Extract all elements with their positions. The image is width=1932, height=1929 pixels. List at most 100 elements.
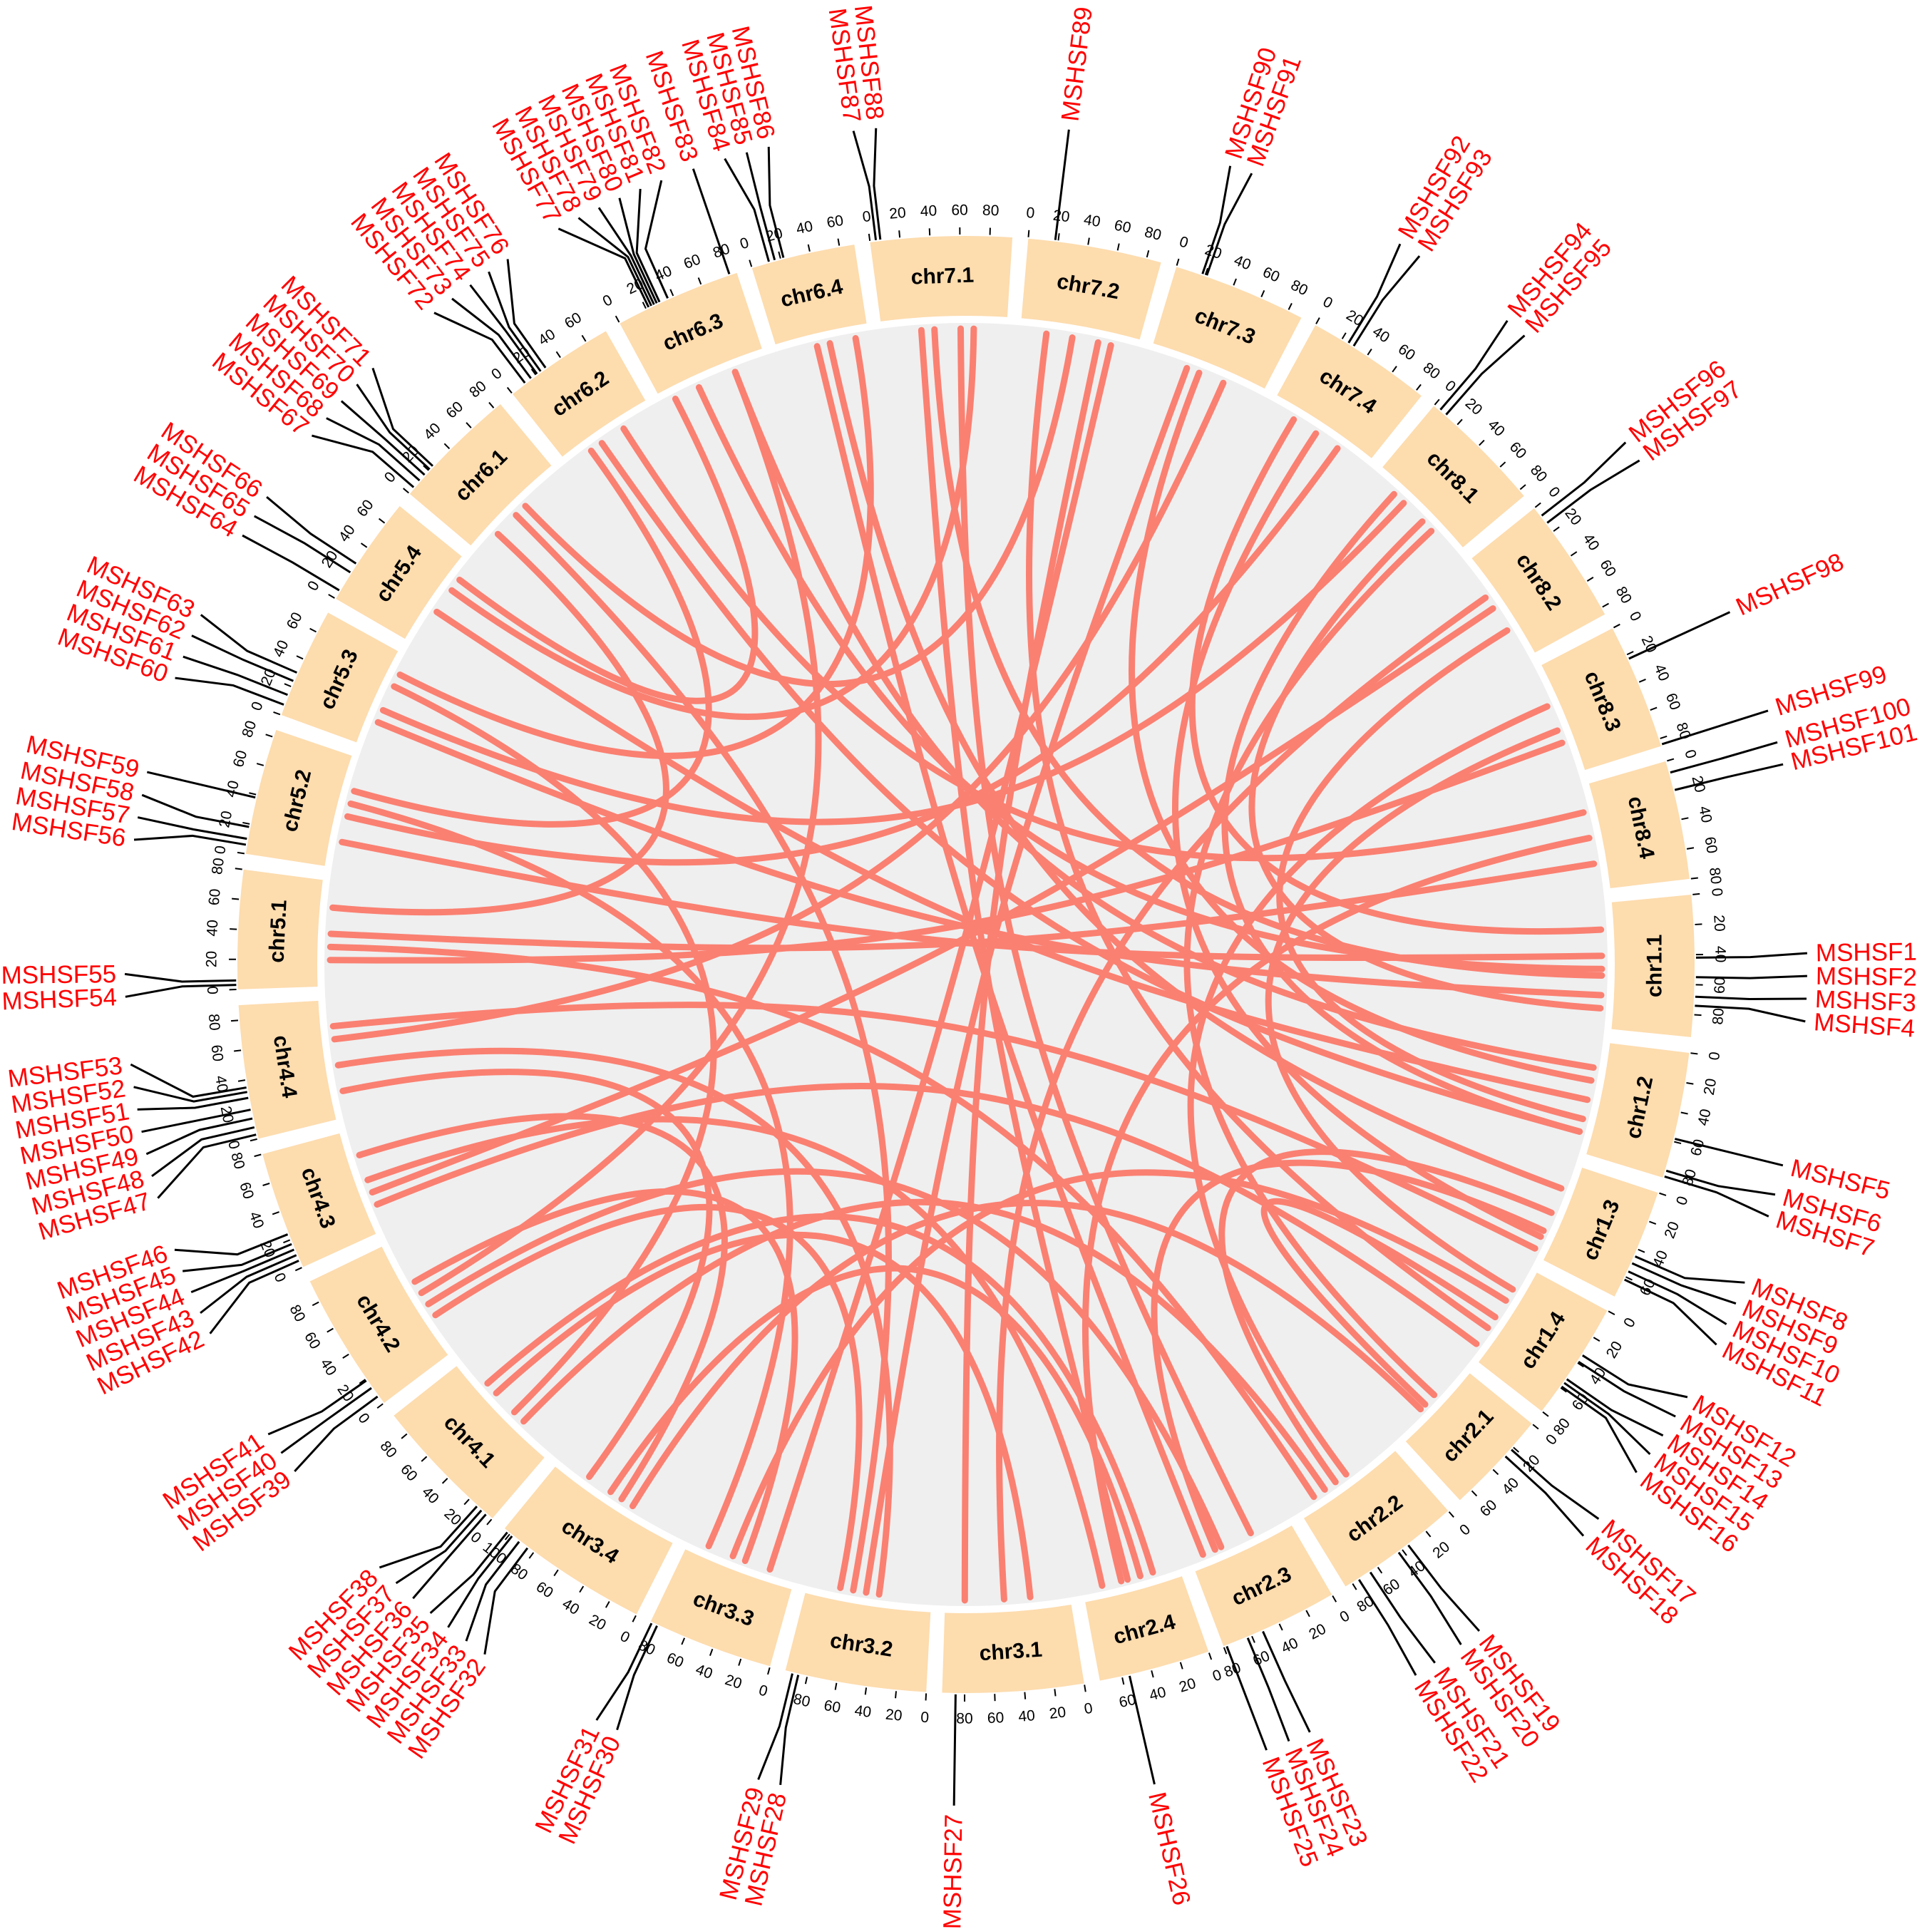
- gene-connector-line: [1541, 441, 1627, 517]
- tick-mark: [1608, 1310, 1615, 1316]
- chromosome-chr8.2: chr8.2: [1471, 508, 1605, 653]
- tick-mark: [709, 1648, 714, 1656]
- gene-connector-line: [200, 1254, 297, 1315]
- tick-mark: [235, 868, 242, 870]
- tick-label: 40: [853, 1702, 872, 1721]
- gene-connector-line: [767, 146, 785, 258]
- synteny-link: [863, 365, 1191, 1596]
- tick-mark: [1479, 439, 1485, 446]
- tick-label: 80: [1143, 224, 1163, 244]
- tick-label: 60: [1663, 691, 1684, 712]
- gene-connector-line: [757, 1673, 793, 1781]
- tick-mark: [1492, 1468, 1499, 1476]
- gene-marker: MSHSF30: [553, 1625, 658, 1848]
- chromosome-band: [394, 1366, 545, 1518]
- gene-connector-line: [1674, 763, 1784, 791]
- tick-mark: [1625, 1276, 1633, 1281]
- tick-mark: [1392, 366, 1397, 373]
- tick-mark: [632, 1615, 637, 1622]
- gene-marker: MSHSF89: [1054, 5, 1098, 240]
- synteny-link: [957, 325, 1254, 1537]
- tick-mark: [807, 244, 811, 252]
- gene-marker: MSHSF27: [938, 1694, 967, 1929]
- tick-label: 20: [216, 810, 235, 829]
- tick-label: 0: [1626, 609, 1645, 624]
- gene-connector-line: [852, 130, 878, 241]
- chromosome-band: [1195, 1525, 1332, 1647]
- synteny-link: [331, 379, 1227, 1043]
- tick-label: 20: [723, 1672, 744, 1692]
- synteny-link: [1183, 528, 1438, 1399]
- tick-mark: [738, 1658, 742, 1666]
- tick-label: 40: [535, 326, 558, 349]
- synteny-link: [448, 325, 977, 720]
- tick-mark: [234, 1049, 242, 1052]
- gene-connector-line: [1439, 319, 1509, 411]
- tick-mark: [767, 1667, 771, 1675]
- gene-label: MSHSF55: [1, 960, 116, 989]
- gene-connector-line: [1262, 1630, 1311, 1733]
- gene-label: MSHSF2: [1816, 962, 1917, 992]
- tick-mark: [463, 1498, 470, 1506]
- gene-connector-line: [1246, 1637, 1290, 1742]
- tick-label: 40: [920, 202, 937, 220]
- chromosome-band: [1471, 508, 1605, 653]
- tick-mark: [230, 1019, 239, 1022]
- tick-mark: [378, 518, 386, 524]
- tick-label: 40: [1580, 531, 1603, 554]
- chromosome-chr7.1: chr7.1: [870, 236, 1013, 322]
- synteny-link: [766, 341, 1114, 1573]
- tick-label: 80: [792, 1691, 812, 1711]
- chromosome-band: [785, 1593, 931, 1692]
- tick-mark: [1553, 526, 1560, 533]
- tick-mark: [1674, 1141, 1682, 1145]
- tick-mark: [837, 238, 841, 246]
- chromosome-chr4.1: chr4.1: [394, 1366, 545, 1518]
- gene-connector-line: [124, 972, 237, 983]
- synteny-link: [339, 1069, 713, 1481]
- tick-label: 60: [236, 1180, 257, 1201]
- tick-label: 80: [227, 1151, 247, 1171]
- gene-connector-line: [1407, 1544, 1481, 1632]
- tick-mark: [749, 259, 753, 267]
- tick-mark: [488, 401, 495, 408]
- tick-mark: [1024, 1692, 1027, 1699]
- tick-label: 40: [1018, 1707, 1036, 1725]
- gene-connector-line: [557, 227, 650, 308]
- gene-connector-line: [200, 614, 298, 674]
- synteny-link: [826, 340, 1565, 1192]
- tick-label: 60: [208, 1044, 227, 1062]
- tick-label: 40: [1650, 662, 1672, 683]
- tick-mark: [1686, 1082, 1694, 1085]
- tick-mark: [242, 821, 250, 825]
- tick-label: 60: [1260, 264, 1283, 285]
- tick-mark: [1499, 461, 1506, 468]
- gene-label: MSHSF98: [1732, 547, 1848, 621]
- chromosome-band: [1303, 1451, 1449, 1587]
- tick-mark: [1151, 1670, 1154, 1678]
- gene-connector-line: [209, 1260, 299, 1334]
- tick-label: 60: [230, 749, 250, 769]
- tick-label: 60: [284, 609, 306, 632]
- tick-mark: [327, 1327, 334, 1333]
- tick-label: 40: [1499, 1475, 1522, 1498]
- tick-label: 40: [222, 779, 242, 799]
- synteny-link: [418, 369, 822, 1297]
- synteny-link: [411, 1188, 798, 1564]
- synteny-link: [1276, 627, 1586, 1123]
- chromosome-band: [262, 1133, 376, 1267]
- tick-mark: [1660, 735, 1668, 739]
- tick-mark: [232, 897, 240, 900]
- synteny-link: [1026, 330, 1491, 1332]
- gene-marker: MSHSF96: [1541, 355, 1731, 517]
- tick-mark: [895, 1691, 897, 1699]
- chromosome-band: [245, 730, 352, 866]
- tick-label: 40: [795, 218, 815, 237]
- tick-label: 0: [738, 235, 751, 252]
- tick-label: 0: [1708, 888, 1725, 897]
- synteny-link: [379, 500, 1407, 825]
- tick-mark: [1695, 923, 1702, 925]
- tick-mark: [1116, 243, 1120, 251]
- tick-label: 40: [1695, 1108, 1714, 1128]
- tick-label: 0: [1178, 233, 1191, 251]
